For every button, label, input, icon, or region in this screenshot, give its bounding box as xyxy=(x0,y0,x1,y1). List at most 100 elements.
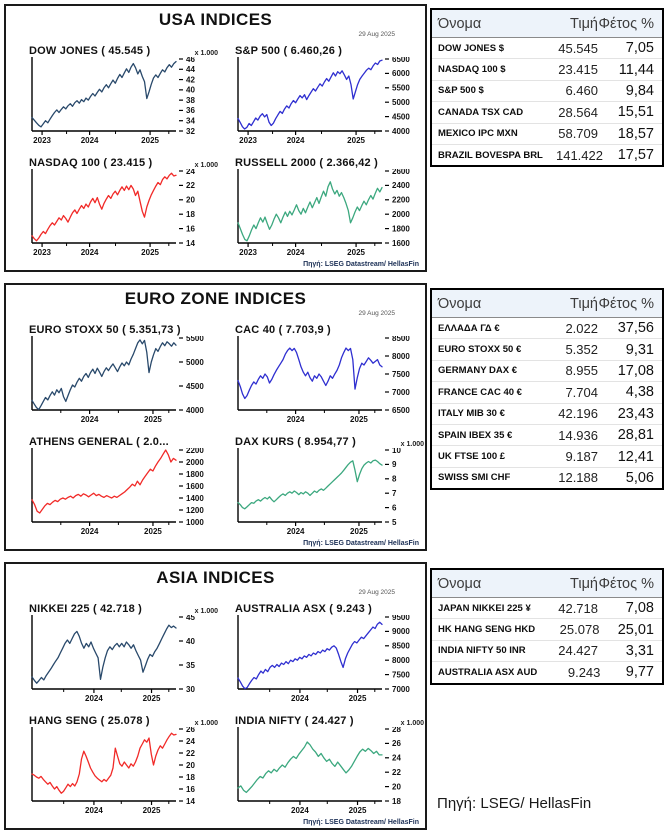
svg-text:2024: 2024 xyxy=(287,248,305,257)
svg-text:1600: 1600 xyxy=(392,239,410,248)
price-cell: 42.718 xyxy=(558,600,598,616)
svg-text:6500: 6500 xyxy=(392,406,410,415)
chart-title: INDIA NIFTY ( 24.427 ) xyxy=(235,715,354,727)
ytd-percent-cell: 9,84 xyxy=(625,82,654,99)
table-row: EURO STOXX 50 € 5.352 9,31 xyxy=(432,339,662,361)
chart-title: ATHENS GENERAL ( 2.0... xyxy=(29,436,169,448)
svg-text:20: 20 xyxy=(186,761,195,770)
table-row: SPAIN IBEX 35 € 14.936 28,81 xyxy=(432,425,662,447)
ytd-percent-cell: 15,51 xyxy=(617,104,654,121)
index-name-cell: GERMANY DAX € xyxy=(438,365,518,377)
svg-text:7: 7 xyxy=(392,489,397,498)
ytd-percent-cell: 28,81 xyxy=(617,427,654,444)
svg-text:2025: 2025 xyxy=(141,248,159,257)
panel-usa-indices: USA INDICES 29 Aug 2025 DOW JONES ( 45.5… xyxy=(4,4,427,272)
svg-text:2024: 2024 xyxy=(81,415,99,424)
index-name-cell: SWISS SMI CHF xyxy=(438,472,511,484)
svg-text:8500: 8500 xyxy=(392,336,410,343)
table-usa-indices: Όνομα Τιμή Φέτος % DOW JONES $ 45.545 7,05… xyxy=(430,8,664,168)
chart-euro-stoxx-50: EURO STOXX 50 ( 5.351,73 ) 2024 2025 5500 5… xyxy=(14,321,220,431)
svg-text:7500: 7500 xyxy=(392,370,410,379)
svg-text:2024: 2024 xyxy=(85,806,103,815)
svg-text:18: 18 xyxy=(186,210,195,219)
panel-euro-zone-indices: EURO ZONE INDICES 29 Aug 2025 EURO STOXX… xyxy=(4,283,427,551)
panel-title: USA INDICES xyxy=(158,10,273,29)
svg-text:32: 32 xyxy=(186,127,195,136)
page-source-caption: Πηγή: LSEG/ HellasFin xyxy=(437,795,592,812)
chart-title: NIKKEI 225 ( 42.718 ) xyxy=(29,603,143,615)
svg-text:24: 24 xyxy=(392,754,401,763)
ytd-percent-cell: 18,57 xyxy=(617,125,654,142)
table-euro-zone-indices: Όνομα Τιμή Φέτος % ΕΛΛΑΔΑ ΓΔ € 2.022 37,56… xyxy=(430,288,664,491)
ytd-percent-cell: 12,41 xyxy=(617,448,654,465)
svg-text:2025: 2025 xyxy=(143,694,161,703)
chart-unit-label: x 1.000 xyxy=(194,50,218,57)
chart-sp500: S&P 500 ( 6.460,26 ) 2023 2024 2025 6500 600… xyxy=(220,42,426,152)
table-body: ΕΛΛΑΔΑ ΓΔ € 2.022 37,56 EURO STOXX 50 € 5.35… xyxy=(432,318,662,488)
table-header: Όνομα Τιμή Φέτος % xyxy=(432,290,662,318)
line-chart-canvas: 2023 2024 2025 2600 2400 2200 2000 1800 1600 xyxy=(237,167,410,257)
price-cell: 9.243 xyxy=(567,664,601,680)
index-name-cell: S&P 500 $ xyxy=(438,85,484,97)
svg-text:2025: 2025 xyxy=(347,136,365,145)
table-header-name: Όνομα xyxy=(438,15,482,32)
chart-title: CAC 40 ( 7.703,9 ) xyxy=(235,324,331,336)
index-name-cell: ITALY MIB 30 € xyxy=(438,408,505,420)
chart-india-nifty: INDIA NIFTY ( 24.427 ) x 1.000 2024 2025 28… xyxy=(220,712,426,822)
svg-text:2025: 2025 xyxy=(143,806,161,815)
price-cell: 58.709 xyxy=(558,126,598,142)
svg-text:2023: 2023 xyxy=(33,136,51,145)
chart-title: NASDAQ 100 ( 23.415 ) xyxy=(29,157,153,169)
chart-nasdaq-100: NASDAQ 100 ( 23.415 ) x 1.000 2023 2024 202… xyxy=(14,154,220,264)
table-header-ytd: Φέτος % xyxy=(598,295,654,312)
svg-text:24: 24 xyxy=(186,169,195,176)
ytd-percent-cell: 7,08 xyxy=(625,600,654,617)
line-chart-canvas: 2024 2025 9500 9000 8500 8000 7500 7000 xyxy=(237,613,410,703)
table-row: CANADA TSX CAD 28.564 15,51 xyxy=(432,102,662,124)
table-header-name: Όνομα xyxy=(438,295,482,312)
svg-text:22: 22 xyxy=(392,768,401,777)
table-header-price: Τιμή xyxy=(570,295,598,312)
price-cell: 5.352 xyxy=(565,342,598,358)
chart-title: S&P 500 ( 6.460,26 ) xyxy=(235,45,343,57)
chart-grid: EURO STOXX 50 ( 5.351,73 ) 2024 2025 5500 5… xyxy=(6,321,425,543)
svg-text:5000: 5000 xyxy=(392,98,410,107)
svg-text:2024: 2024 xyxy=(287,415,305,424)
svg-text:1800: 1800 xyxy=(392,224,410,233)
index-name-cell: ΕΛΛΑΔΑ ΓΔ € xyxy=(438,322,500,334)
svg-text:2600: 2600 xyxy=(392,169,410,176)
svg-text:18: 18 xyxy=(186,773,195,782)
table-body: DOW JONES $ 45.545 7,05 NASDAQ 100 $ 23.415 1… xyxy=(432,38,662,165)
table-row: S&P 500 $ 6.460 9,84 xyxy=(432,81,662,103)
svg-text:4500: 4500 xyxy=(186,382,204,391)
panel-source-caption: Πηγή: LSEG Datastream/ HellasFin xyxy=(303,261,419,268)
panel-title: ASIA INDICES xyxy=(156,568,275,587)
ytd-percent-cell: 9,31 xyxy=(625,341,654,358)
table-header: Όνομα Τιμή Φέτος % xyxy=(432,570,662,598)
svg-text:7500: 7500 xyxy=(392,670,410,679)
svg-text:4500: 4500 xyxy=(392,112,410,121)
table-row: DOW JONES $ 45.545 7,05 xyxy=(432,38,662,60)
chart-unit-label: x 1.000 xyxy=(194,162,218,169)
ytd-percent-cell: 4,38 xyxy=(625,384,654,401)
svg-text:35: 35 xyxy=(186,661,195,670)
index-name-cell: MEXICO IPC MXN xyxy=(438,128,518,140)
index-name-cell: CANADA TSX CAD xyxy=(438,106,524,118)
svg-text:2024: 2024 xyxy=(291,694,309,703)
index-name-cell: UK FTSE 100 £ xyxy=(438,451,506,463)
chart-unit-label: x 1.000 xyxy=(194,608,218,615)
line-chart-canvas: 2024 2025 10 9 8 7 6 5 xyxy=(237,446,401,536)
svg-text:34: 34 xyxy=(186,117,195,126)
ytd-percent-cell: 25,01 xyxy=(617,621,654,638)
svg-text:9000: 9000 xyxy=(392,627,410,636)
chart-russell-2000: RUSSELL 2000 ( 2.366,42 ) 2023 2024 2025 26… xyxy=(220,154,426,264)
svg-text:46: 46 xyxy=(186,57,195,64)
price-cell: 12.188 xyxy=(558,470,598,486)
svg-text:7000: 7000 xyxy=(392,685,410,694)
panel-asia-indices: ASIA INDICES 29 Aug 2025 NIKKEI 225 ( 42… xyxy=(4,562,427,830)
price-cell: 6.460 xyxy=(565,83,598,99)
price-cell: 2.022 xyxy=(565,320,598,336)
svg-text:1800: 1800 xyxy=(186,470,204,479)
svg-text:2024: 2024 xyxy=(287,527,305,536)
chart-grid: DOW JONES ( 45.545 ) x 1.000 2023 2024 2025… xyxy=(6,42,425,264)
